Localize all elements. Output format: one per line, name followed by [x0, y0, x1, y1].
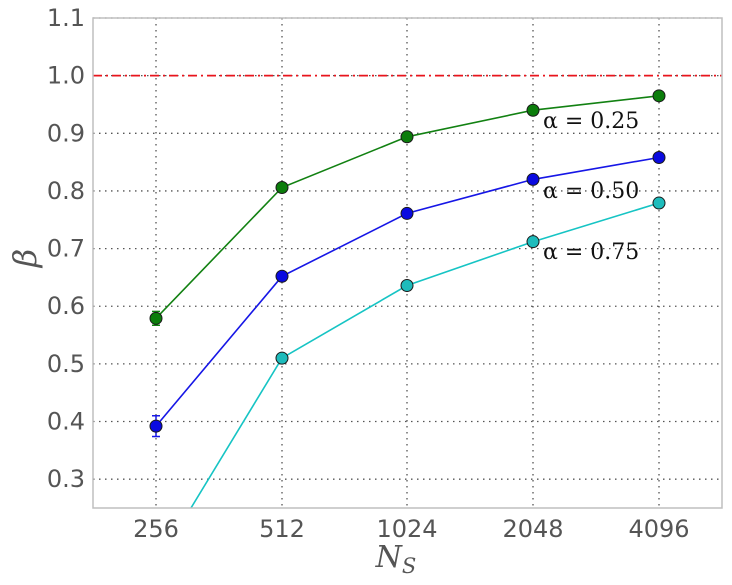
- annotations: α = 0.25 α = 0.50 α = 0.75: [543, 109, 639, 265]
- data-point: [150, 560, 162, 572]
- y-axis-label: β: [6, 249, 44, 269]
- data-point: [526, 235, 540, 249]
- series-annotation: α = 0.25: [543, 109, 639, 134]
- data-point: [652, 151, 666, 165]
- series-1: [149, 89, 666, 327]
- data-point: [652, 89, 666, 103]
- series-2: [149, 151, 666, 438]
- data-point: [400, 278, 414, 292]
- data-point: [275, 180, 289, 194]
- x-axis-label-subscript: S: [402, 554, 416, 578]
- data-point: [149, 419, 163, 433]
- y-tick-label: 0.7: [47, 235, 85, 263]
- data-point: [275, 269, 289, 283]
- data-point: [526, 103, 540, 117]
- y-tick-label: 0.3: [47, 465, 85, 493]
- y-tick-label: 0.8: [47, 177, 85, 205]
- x-tick-label: 512: [259, 515, 305, 543]
- y-tick-label: 0.6: [47, 292, 85, 320]
- data-point: [149, 311, 163, 325]
- data-point: [400, 130, 414, 144]
- y-tick-label: 0.9: [47, 119, 85, 147]
- data-point: [526, 172, 540, 186]
- x-axis-label-main: N: [375, 540, 404, 575]
- data-point: [400, 206, 414, 220]
- data-point: [275, 351, 289, 365]
- series-3: [150, 196, 666, 572]
- x-tick-label: 1024: [376, 515, 437, 543]
- x-tick-label: 256: [133, 515, 179, 543]
- y-tick-label: 1.1: [47, 4, 85, 32]
- x-tick-label: 2048: [502, 515, 563, 543]
- series-annotation: α = 0.75: [543, 240, 639, 265]
- series-annotation: α = 0.50: [543, 179, 639, 204]
- plot-frame: [92, 17, 723, 509]
- y-tick-label: 0.5: [47, 350, 85, 378]
- y-tick-label: 1.0: [47, 62, 85, 90]
- data-point: [652, 196, 666, 210]
- x-tick-label: 4096: [628, 515, 689, 543]
- y-tick-label: 0.4: [47, 408, 85, 436]
- tick-labels: 256 512 1024 2048 4096 0.3 0.4 0.5 0.6 0.7 0.8 0.9 1…: [47, 4, 690, 543]
- series-layer: [149, 89, 666, 572]
- x-axis-label: NS: [375, 540, 417, 578]
